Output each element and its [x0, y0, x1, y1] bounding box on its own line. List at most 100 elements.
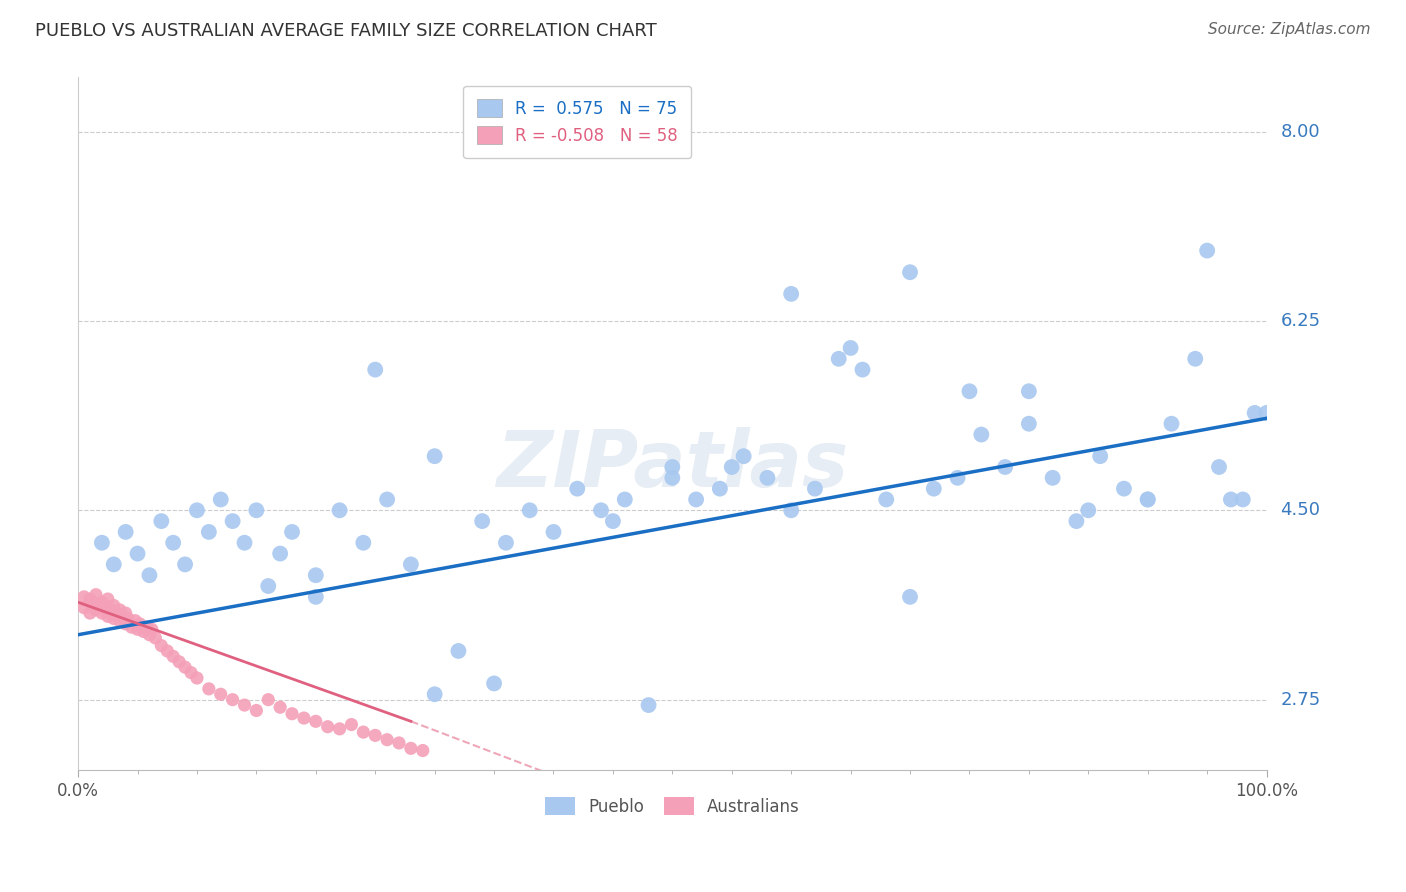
Point — [145, 631, 167, 645]
Point — [167, 655, 190, 669]
Point — [875, 492, 897, 507]
Point — [124, 614, 146, 628]
Point — [150, 514, 173, 528]
Point — [198, 524, 221, 539]
Point — [495, 535, 517, 549]
Point — [1197, 244, 1219, 258]
Point — [316, 720, 339, 734]
Point — [90, 606, 112, 620]
Point — [186, 671, 208, 685]
Point — [103, 558, 125, 572]
Point — [129, 616, 152, 631]
Point — [162, 535, 184, 549]
Point — [269, 547, 291, 561]
Point — [97, 592, 120, 607]
Point — [138, 628, 160, 642]
Point — [79, 592, 101, 607]
Point — [198, 681, 221, 696]
Point — [221, 692, 243, 706]
Point — [114, 606, 136, 620]
Point — [613, 492, 636, 507]
Text: ZIPatlas: ZIPatlas — [496, 427, 848, 503]
Point — [970, 427, 993, 442]
Point — [121, 620, 143, 634]
Point — [685, 492, 707, 507]
Point — [329, 722, 352, 736]
Point — [804, 482, 827, 496]
Point — [543, 524, 565, 539]
Point — [946, 471, 969, 485]
Point — [209, 492, 232, 507]
Point — [127, 623, 149, 637]
Point — [352, 725, 374, 739]
Point — [482, 676, 505, 690]
Point — [1160, 417, 1182, 431]
Point — [364, 728, 387, 742]
Point — [245, 704, 267, 718]
Point — [281, 524, 304, 539]
Point — [364, 362, 387, 376]
Point — [375, 492, 398, 507]
Point — [138, 568, 160, 582]
Legend: Pueblo, Australians: Pueblo, Australians — [536, 789, 808, 824]
Point — [180, 665, 202, 680]
Point — [709, 482, 731, 496]
Point — [1136, 492, 1159, 507]
Point — [90, 595, 112, 609]
Point — [1208, 460, 1230, 475]
Point — [1042, 471, 1064, 485]
Point — [90, 535, 112, 549]
Point — [1066, 514, 1088, 528]
Point — [959, 384, 981, 399]
Point — [162, 649, 184, 664]
Point — [305, 714, 328, 729]
Point — [150, 639, 173, 653]
Point — [93, 600, 115, 615]
Text: 2.75: 2.75 — [1281, 690, 1320, 708]
Text: 4.50: 4.50 — [1281, 501, 1320, 519]
Point — [352, 535, 374, 549]
Point — [108, 614, 131, 628]
Point — [103, 599, 125, 613]
Point — [423, 687, 446, 701]
Point — [1219, 492, 1241, 507]
Point — [117, 611, 139, 625]
Point — [1077, 503, 1099, 517]
Point — [780, 286, 803, 301]
Point — [136, 620, 159, 634]
Point — [114, 616, 136, 631]
Point — [637, 698, 659, 712]
Point — [132, 624, 155, 639]
Point — [292, 711, 315, 725]
Point — [1256, 406, 1278, 420]
Point — [174, 660, 197, 674]
Point — [221, 514, 243, 528]
Point — [1088, 449, 1111, 463]
Point — [100, 603, 122, 617]
Point — [851, 362, 873, 376]
Point — [340, 717, 363, 731]
Point — [112, 609, 135, 624]
Point — [73, 600, 96, 615]
Point — [828, 351, 851, 366]
Point — [82, 595, 104, 609]
Point — [1243, 406, 1265, 420]
Point — [898, 265, 921, 279]
Point — [305, 590, 328, 604]
Point — [399, 558, 422, 572]
Point — [839, 341, 862, 355]
Point — [1018, 384, 1040, 399]
Point — [733, 449, 755, 463]
Point — [186, 503, 208, 517]
Point — [922, 482, 945, 496]
Point — [97, 609, 120, 624]
Point — [388, 736, 411, 750]
Point — [1184, 351, 1206, 366]
Point — [127, 547, 149, 561]
Point — [412, 743, 434, 757]
Point — [89, 599, 111, 613]
Point — [898, 590, 921, 604]
Point — [519, 503, 541, 517]
Point — [567, 482, 589, 496]
Point — [329, 503, 352, 517]
